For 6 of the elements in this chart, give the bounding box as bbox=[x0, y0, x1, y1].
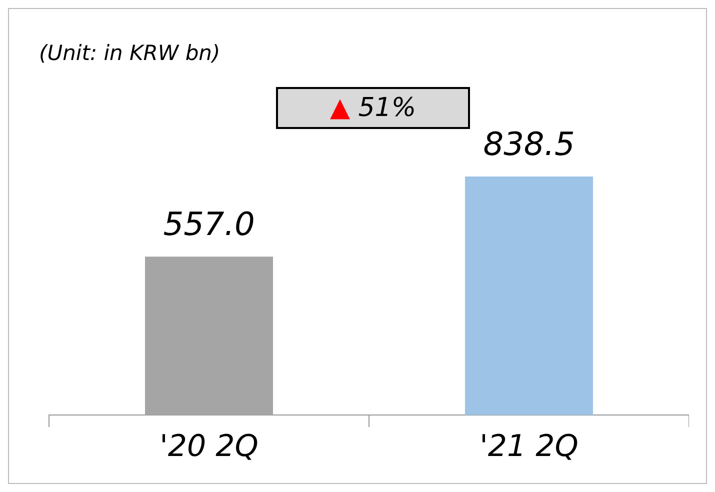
text: ▲ 51% bbox=[330, 93, 416, 123]
data-label: 557.0 bbox=[163, 204, 255, 243]
x-tick-label: '21 2Q bbox=[480, 428, 578, 464]
x-tick-label: '20 2Q bbox=[160, 428, 258, 464]
text: (Unit: in KRW bn) bbox=[39, 41, 220, 65]
data-label: 838.5 bbox=[483, 124, 575, 163]
